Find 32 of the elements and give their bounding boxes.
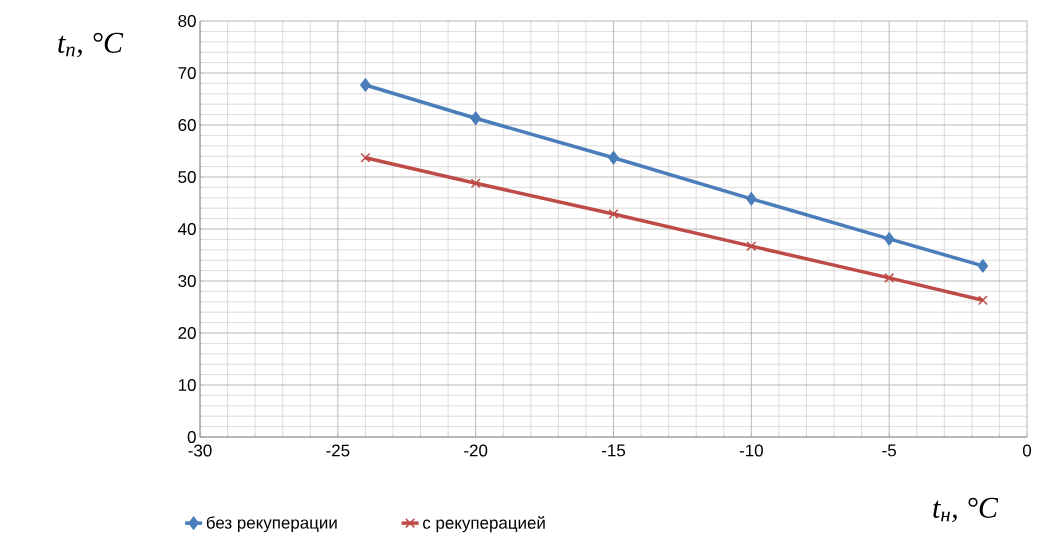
point (470, 111, 481, 125)
y-tick-label: 70 (178, 67, 196, 79)
point (977, 295, 988, 306)
x-tick-label: -20 (464, 444, 488, 457)
y-tick-label: 60 (178, 119, 196, 131)
point (746, 192, 757, 206)
point (746, 241, 757, 252)
x-tick-label: 0 (1022, 444, 1032, 457)
x-tick-label: -15 (602, 444, 626, 457)
legend-label: с рекуперацией (423, 516, 545, 533)
point (608, 151, 619, 165)
point (883, 232, 895, 246)
legend-label: без рекуперации (206, 516, 337, 533)
point (608, 208, 619, 219)
y-tick-label: 80 (178, 15, 196, 27)
y-axis-title: t$_{п}$, °C (58, 32, 124, 58)
x-tick-label: -5 (882, 444, 896, 457)
y-tick-label: 50 (178, 171, 196, 183)
point (977, 259, 989, 273)
point (470, 178, 481, 189)
y-tick-label: 20 (178, 327, 196, 339)
y-tick-label: 10 (178, 379, 196, 391)
point (360, 152, 371, 163)
y-tick-label: 40 (178, 223, 196, 235)
x-tick-label: -10 (739, 444, 763, 457)
y-tick-label: 0 (187, 431, 196, 443)
x-tick-label: -30 (188, 444, 212, 457)
point (884, 272, 895, 283)
y-tick-label: 30 (178, 275, 196, 287)
point (360, 78, 371, 92)
x-tick-label: -25 (326, 444, 350, 457)
x-axis-title: t$_{н}$, °C (933, 497, 999, 523)
